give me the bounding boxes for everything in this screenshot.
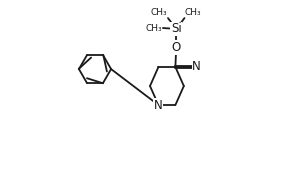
- Text: O: O: [172, 41, 181, 54]
- Text: N: N: [154, 99, 163, 112]
- Text: CH₃: CH₃: [185, 8, 202, 17]
- Text: Si: Si: [171, 22, 181, 35]
- Text: CH₃: CH₃: [151, 8, 168, 17]
- Text: N: N: [192, 60, 201, 73]
- Text: CH₃: CH₃: [146, 24, 162, 33]
